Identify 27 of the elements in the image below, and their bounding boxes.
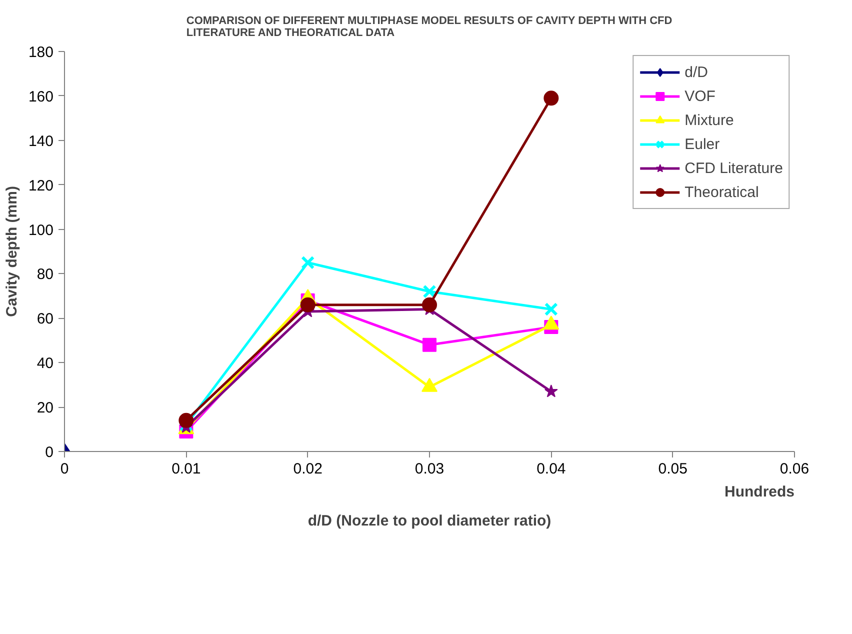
x-tick-label: 0.06 [780, 460, 810, 478]
y-tick-label: 40 [36, 355, 54, 372]
x-axis-title: d/D (Nozzle to pool diameter ratio) [308, 512, 552, 530]
legend-label: d/D [684, 64, 708, 80]
x-tick-label: 0.02 [293, 460, 322, 478]
legend-label: VOF [684, 88, 716, 104]
y-axis-title: Cavity depth (mm) [3, 186, 20, 317]
y-tick-label: 100 [28, 222, 54, 239]
legend-label: Mixture [684, 112, 734, 128]
x-tick-label: 0.03 [414, 460, 444, 478]
y-tick-label: 80 [36, 266, 54, 284]
legend-label: Theoratical [684, 184, 759, 200]
chart-title: COMPARISON OF DIFFERENT MULTIPHASE MODEL RESULTS OF CAVITY DEPTH WITH CFD LITERATURE AND THEORATICAL DATA [186, 15, 672, 39]
y-tick-label: 160 [28, 88, 54, 106]
y-tick-label: 120 [28, 177, 54, 194]
legend-label: Euler [684, 136, 720, 152]
y-tick-label: 0 [45, 444, 54, 461]
x-tick-label: 0 [60, 460, 69, 478]
y-tick-label: 20 [36, 400, 54, 417]
y-tick-label: 60 [36, 310, 54, 328]
text: Hundreds [724, 484, 795, 500]
x-tick-label: 0.04 [536, 460, 566, 478]
y-tick-label: 180 [28, 44, 54, 61]
x-tick-label: 0.01 [172, 460, 201, 478]
x-tick-label: 0.05 [658, 460, 688, 478]
legend-label: CFD Literature [684, 160, 783, 176]
y-tick-label: 140 [28, 132, 54, 150]
